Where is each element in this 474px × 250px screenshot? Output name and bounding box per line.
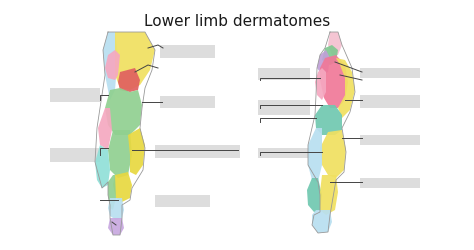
- Polygon shape: [95, 145, 110, 188]
- Polygon shape: [108, 218, 124, 235]
- Polygon shape: [103, 32, 118, 100]
- Polygon shape: [115, 32, 155, 90]
- Bar: [360, 178, 420, 188]
- Bar: [258, 68, 310, 80]
- Polygon shape: [128, 128, 145, 175]
- Polygon shape: [105, 88, 142, 135]
- Bar: [258, 100, 310, 115]
- Bar: [258, 148, 310, 158]
- Polygon shape: [312, 210, 332, 233]
- Polygon shape: [108, 175, 116, 210]
- Text: Lower limb dermatomes: Lower limb dermatomes: [144, 14, 330, 29]
- Bar: [360, 95, 420, 108]
- Polygon shape: [322, 45, 338, 65]
- Bar: [50, 88, 100, 102]
- Polygon shape: [328, 32, 342, 55]
- Bar: [160, 45, 215, 58]
- Bar: [50, 148, 100, 162]
- Polygon shape: [320, 175, 338, 215]
- Bar: [360, 68, 420, 78]
- Polygon shape: [108, 198, 124, 220]
- Bar: [155, 145, 240, 158]
- Polygon shape: [315, 105, 342, 135]
- Polygon shape: [320, 130, 346, 178]
- Polygon shape: [320, 55, 348, 108]
- Bar: [155, 195, 210, 207]
- Polygon shape: [315, 68, 326, 100]
- Bar: [160, 96, 215, 108]
- Polygon shape: [336, 58, 355, 118]
- Polygon shape: [307, 178, 322, 212]
- Bar: [360, 135, 420, 145]
- Polygon shape: [118, 68, 140, 92]
- Polygon shape: [105, 50, 120, 80]
- Polygon shape: [308, 128, 322, 182]
- Polygon shape: [108, 130, 132, 178]
- Polygon shape: [98, 108, 112, 150]
- Polygon shape: [113, 172, 132, 202]
- Polygon shape: [317, 50, 330, 75]
